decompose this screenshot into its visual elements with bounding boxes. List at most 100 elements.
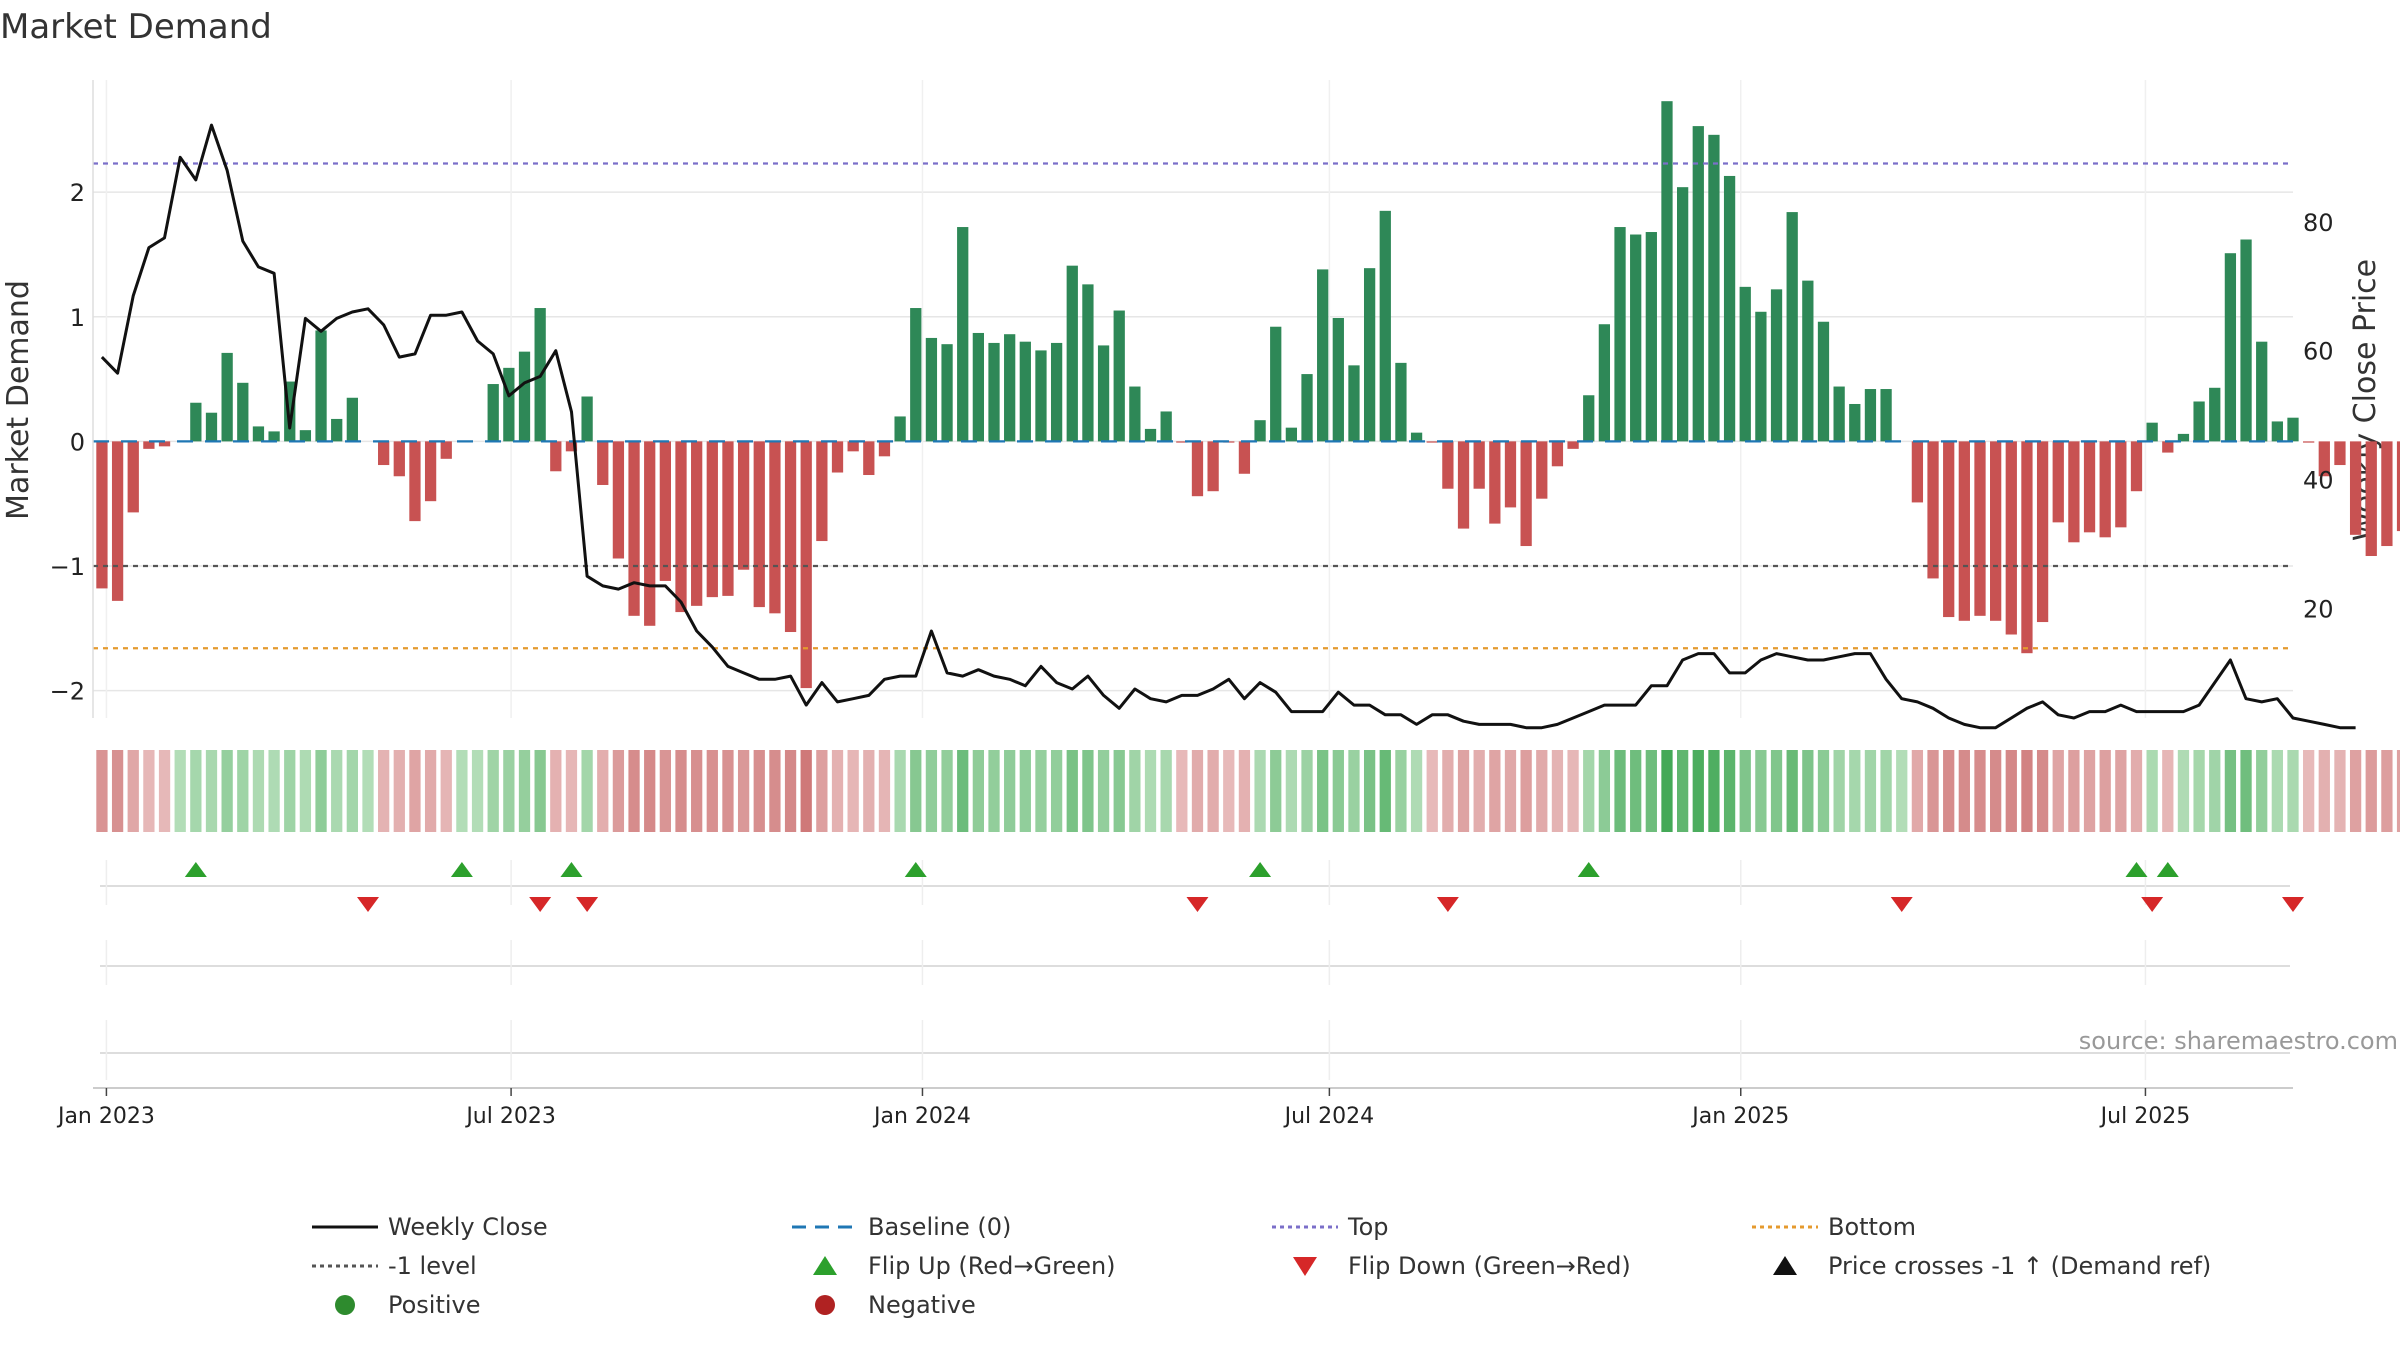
heat-cell	[2365, 750, 2377, 832]
heat-cell	[424, 750, 437, 832]
heat-cell	[722, 750, 734, 832]
heat-cell	[1395, 750, 1407, 832]
demand-bar-positive	[1583, 395, 1595, 442]
y-tick-label: −2	[50, 678, 85, 706]
heat-cell	[1739, 750, 1751, 832]
legend-negative: Negative	[790, 1288, 976, 1322]
heat-cell	[1426, 750, 1438, 832]
heat-cell	[174, 750, 186, 832]
demand-bar-positive	[1113, 310, 1125, 442]
demand-bar-positive	[1050, 342, 1063, 442]
demand-bar-negative	[722, 441, 734, 596]
demand-bar-negative	[2365, 441, 2377, 557]
demand-bar-positive	[2271, 421, 2283, 442]
demand-bar-negative	[2162, 441, 2174, 453]
demand-bar-positive	[1348, 365, 1360, 442]
y-tick-label: −1	[50, 553, 85, 581]
demand-bar-negative	[550, 441, 562, 472]
heat-cell	[1254, 750, 1266, 832]
demand-bar-negative	[2021, 441, 2033, 654]
demand-bar-positive	[1004, 334, 1016, 442]
flip-down-marker	[1890, 897, 1913, 912]
heat-cell	[1661, 750, 1673, 832]
heat-cell	[1160, 750, 1172, 832]
price-line-layer	[100, 123, 2356, 730]
legend-weekly-close: Weekly Close	[310, 1210, 548, 1244]
heat-cell	[1410, 750, 1423, 832]
demand-bar-negative	[1489, 441, 1501, 524]
demand-bar-negative	[1567, 441, 1579, 449]
source-note: source: sharemaestro.com	[2079, 1027, 2398, 1055]
heat-cell	[1238, 750, 1251, 832]
demand-bar-positive	[1661, 101, 1673, 442]
legend-label: -1 level	[388, 1252, 477, 1280]
chart-title: Market Demand	[0, 7, 272, 47]
heat-cell	[2318, 750, 2330, 832]
flip-down-marker	[529, 897, 552, 912]
y2-tick-label: 40	[2303, 467, 2334, 495]
demand-bar-negative	[1958, 441, 1970, 621]
heat-cell	[957, 750, 969, 832]
heat-cell	[910, 750, 922, 832]
legend-flip-down: Flip Down (Green→Red)	[1270, 1249, 1631, 1283]
heat-cell	[753, 750, 765, 832]
heat-cell	[1270, 750, 1282, 832]
heat-cell	[1442, 750, 1454, 832]
demand-bar-negative	[2005, 441, 2017, 635]
negative-dot-icon	[815, 1295, 835, 1315]
heat-cell	[221, 750, 233, 832]
heat-cell	[769, 750, 781, 832]
demand-bar-positive	[925, 337, 938, 442]
heat-cell	[565, 750, 578, 832]
demand-bar-positive	[1144, 428, 1157, 442]
demand-bar-positive	[894, 416, 906, 442]
heat-cell	[1770, 750, 1783, 832]
demand-bar-negative	[2052, 441, 2064, 523]
heat-cell	[158, 750, 171, 832]
demand-bar-positive	[1160, 411, 1172, 442]
heat-cell	[2224, 750, 2237, 832]
demand-bar-positive	[1019, 341, 1031, 442]
demand-bar-positive	[1301, 374, 1313, 442]
demand-bar-negative	[1927, 441, 1939, 579]
heat-cell	[988, 750, 1000, 832]
demand-bar-positive	[1677, 187, 1689, 442]
demand-bar-negative	[706, 441, 718, 598]
demand-bar-positive	[1270, 326, 1282, 442]
demand-bar-positive	[1410, 432, 1423, 442]
heat-cell	[252, 750, 265, 832]
demand-bar-positive	[487, 384, 499, 442]
legend-label: Weekly Close	[388, 1213, 548, 1241]
heat-cell	[878, 750, 891, 832]
heat-cell	[237, 750, 249, 832]
legend-label: Top	[1348, 1213, 1389, 1241]
reference-lines-layer	[93, 162, 2293, 650]
heat-cell	[2209, 750, 2221, 832]
heat-cell	[111, 750, 124, 832]
y-tick-label: 1	[70, 304, 85, 332]
heat-cell	[1004, 750, 1016, 832]
heat-cell	[2177, 750, 2190, 832]
heat-cell	[1473, 750, 1485, 832]
demand-bar-positive	[1645, 232, 1657, 442]
heat-cell	[1692, 750, 1704, 832]
demand-bar-negative	[1504, 441, 1517, 508]
heat-cell	[1551, 750, 1564, 832]
heat-cell	[1911, 750, 1924, 832]
demand-bar-positive	[331, 418, 343, 442]
heat-cell	[2287, 750, 2299, 832]
heat-cell	[2005, 750, 2017, 832]
grid-layer	[93, 80, 2293, 718]
demand-bar-positive	[346, 397, 358, 442]
legend-flip-up: Flip Up (Red→Green)	[790, 1249, 1116, 1283]
demand-bar-positive	[1817, 321, 1830, 442]
demand-bar-negative	[1457, 441, 1470, 529]
heat-cell	[96, 750, 108, 832]
demand-bar-positive	[1379, 210, 1391, 442]
heat-cell	[925, 750, 938, 832]
heat-cell	[706, 750, 718, 832]
demand-bar-positive	[1802, 280, 1814, 442]
heat-cell	[550, 750, 562, 832]
